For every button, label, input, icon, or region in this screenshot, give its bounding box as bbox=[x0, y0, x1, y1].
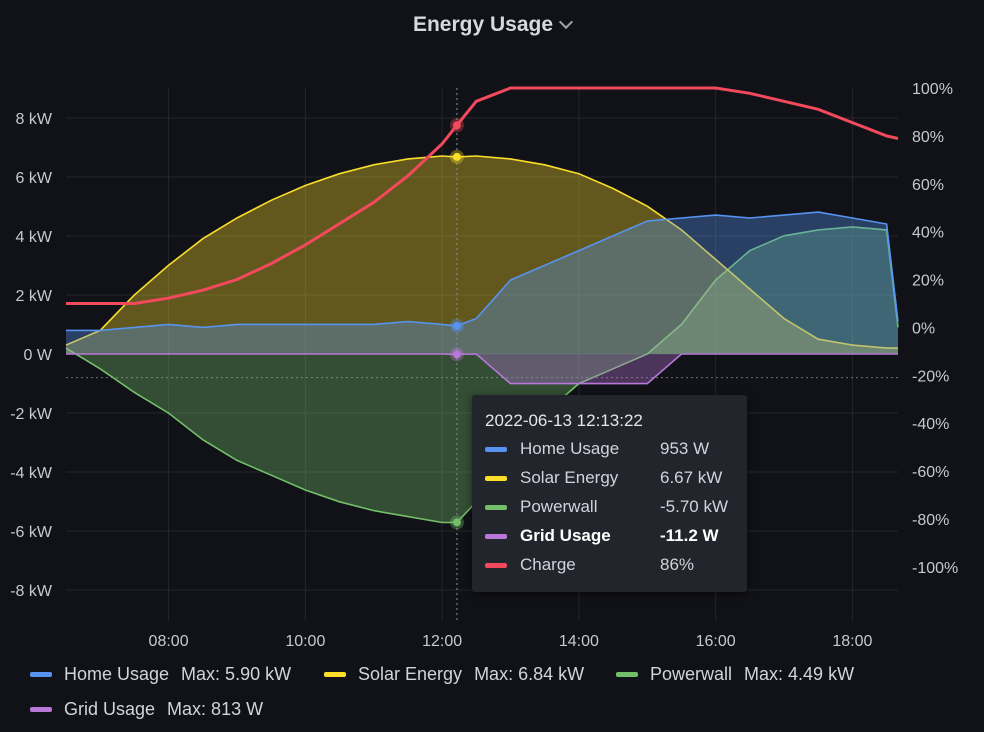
legend-max: Max: 813 W bbox=[167, 699, 264, 719]
legend-item-powerwall[interactable]: Powerwall Max: 4.49 kW bbox=[616, 664, 854, 685]
legend-max: Max: 4.49 kW bbox=[744, 664, 855, 684]
y-tick-label: 6 kW bbox=[16, 170, 53, 187]
powerwall-series-area bbox=[66, 226, 898, 523]
grid-usage-hover-point bbox=[452, 350, 461, 359]
tooltip-row-powerwall: Powerwall -5.70 kW bbox=[485, 496, 740, 518]
solar-energy-series-line bbox=[65, 155, 898, 349]
tooltip-label: Powerwall bbox=[520, 497, 598, 516]
legend-max: Max: 5.90 kW bbox=[181, 664, 292, 684]
legend-item-grid-usage[interactable]: Grid Usage Max: 813 W bbox=[30, 699, 263, 720]
hover-tooltip: 2022-06-13 12:13:22 Home Usage 953 W Sol… bbox=[472, 395, 747, 592]
tooltip-row-grid-usage: Grid Usage -11.2 W bbox=[485, 525, 740, 547]
legend-label[interactable]: Powerwall bbox=[650, 664, 733, 684]
home-usage-series-area bbox=[66, 212, 898, 354]
y-tick-label: -2 kW bbox=[10, 406, 53, 423]
home-usage-swatch bbox=[485, 446, 507, 452]
y-tick-label: 2 kW bbox=[16, 288, 53, 305]
y-tick-label: -4 kW bbox=[10, 465, 53, 482]
y-right-tick-label: -100% bbox=[912, 560, 958, 577]
legend-swatch bbox=[30, 707, 52, 712]
legend-label[interactable]: Grid Usage bbox=[64, 699, 156, 719]
y-right-tick-label: 100% bbox=[912, 81, 953, 98]
panel-title[interactable]: Energy Usage bbox=[412, 13, 554, 36]
grid-usage-series-line bbox=[66, 353, 898, 385]
tooltip-value: 86% bbox=[660, 555, 695, 574]
y-tick-label: 4 kW bbox=[16, 229, 53, 246]
y-tick-label: 8 kW bbox=[16, 111, 53, 128]
tooltip-value: -11.2 W bbox=[660, 526, 719, 545]
legend-swatch bbox=[616, 672, 638, 677]
legend-swatch bbox=[30, 672, 52, 677]
legend-item-home-usage[interactable]: Home Usage Max: 5.90 kW bbox=[30, 664, 291, 685]
charge-hover-point bbox=[452, 121, 461, 130]
y-right-tick-label: -20% bbox=[912, 368, 949, 385]
charge-swatch bbox=[485, 562, 507, 568]
tooltip-label: Grid Usage bbox=[520, 526, 611, 545]
y-right-tick-label: 60% bbox=[912, 177, 944, 194]
y-right-tick-label: -60% bbox=[912, 464, 949, 481]
legend-label[interactable]: Home Usage bbox=[64, 664, 170, 684]
tooltip-row-solar-energy: Solar Energy 6.67 kW bbox=[485, 467, 740, 489]
powerwall-hover-point bbox=[452, 518, 461, 527]
charge-series-line bbox=[66, 86, 899, 305]
grid-usage-swatch bbox=[485, 533, 507, 539]
solar-energy-hover-point bbox=[452, 152, 461, 161]
x-tick-label: 16:00 bbox=[696, 633, 736, 650]
home-usage-hover-point bbox=[452, 321, 461, 330]
legend-item-solar-energy[interactable]: Solar Energy Max: 6.84 kW bbox=[324, 664, 584, 685]
y-right-tick-label: 40% bbox=[912, 225, 944, 242]
tooltip-value: 6.67 kW bbox=[660, 468, 723, 487]
panel-header[interactable]: Energy Usage bbox=[0, 0, 984, 50]
tooltip-value: 953 W bbox=[660, 439, 710, 458]
y-right-tick-label: -80% bbox=[912, 512, 949, 529]
solar-energy-series-area bbox=[66, 156, 898, 354]
tooltip-row-charge: Charge 86% bbox=[485, 554, 740, 576]
tooltip-time: 2022-06-13 12:13:22 bbox=[485, 411, 643, 430]
y-tick-label: -8 kW bbox=[10, 583, 53, 600]
x-tick-label: 18:00 bbox=[832, 633, 872, 650]
solar-energy-swatch bbox=[485, 475, 507, 481]
x-tick-label: 14:00 bbox=[559, 633, 599, 650]
powerwall-swatch bbox=[485, 504, 507, 510]
y-right-tick-label: 0% bbox=[912, 320, 935, 337]
y-tick-label: 0 W bbox=[24, 347, 53, 364]
y-right-tick-label: 80% bbox=[912, 129, 944, 146]
legend-max: Max: 6.84 kW bbox=[474, 664, 585, 684]
tooltip-row-home-usage: Home Usage 953 W bbox=[485, 438, 740, 460]
energy-usage-chart[interactable]: 8 kW 6 kW 4 kW 2 kW 0 W -2 kW -4 kW -6 kW -8 kW 1… bbox=[0, 0, 984, 660]
home-usage-series-line bbox=[66, 211, 899, 332]
chevron-down-icon[interactable] bbox=[558, 14, 574, 30]
x-tick-label: 10:00 bbox=[285, 633, 325, 650]
x-tick-label: 08:00 bbox=[149, 633, 189, 650]
y-tick-label: -6 kW bbox=[10, 524, 53, 541]
tooltip-label: Charge bbox=[520, 555, 576, 574]
tooltip-value: -5.70 kW bbox=[660, 497, 729, 516]
tooltip-label: Solar Energy bbox=[520, 468, 619, 487]
legend-swatch bbox=[324, 672, 346, 677]
y-right-tick-label: 20% bbox=[912, 273, 944, 290]
legend-label[interactable]: Solar Energy bbox=[358, 664, 463, 684]
x-tick-label: 12:00 bbox=[422, 633, 462, 650]
tooltip-label: Home Usage bbox=[520, 439, 620, 458]
y-right-tick-label: -40% bbox=[912, 416, 949, 433]
